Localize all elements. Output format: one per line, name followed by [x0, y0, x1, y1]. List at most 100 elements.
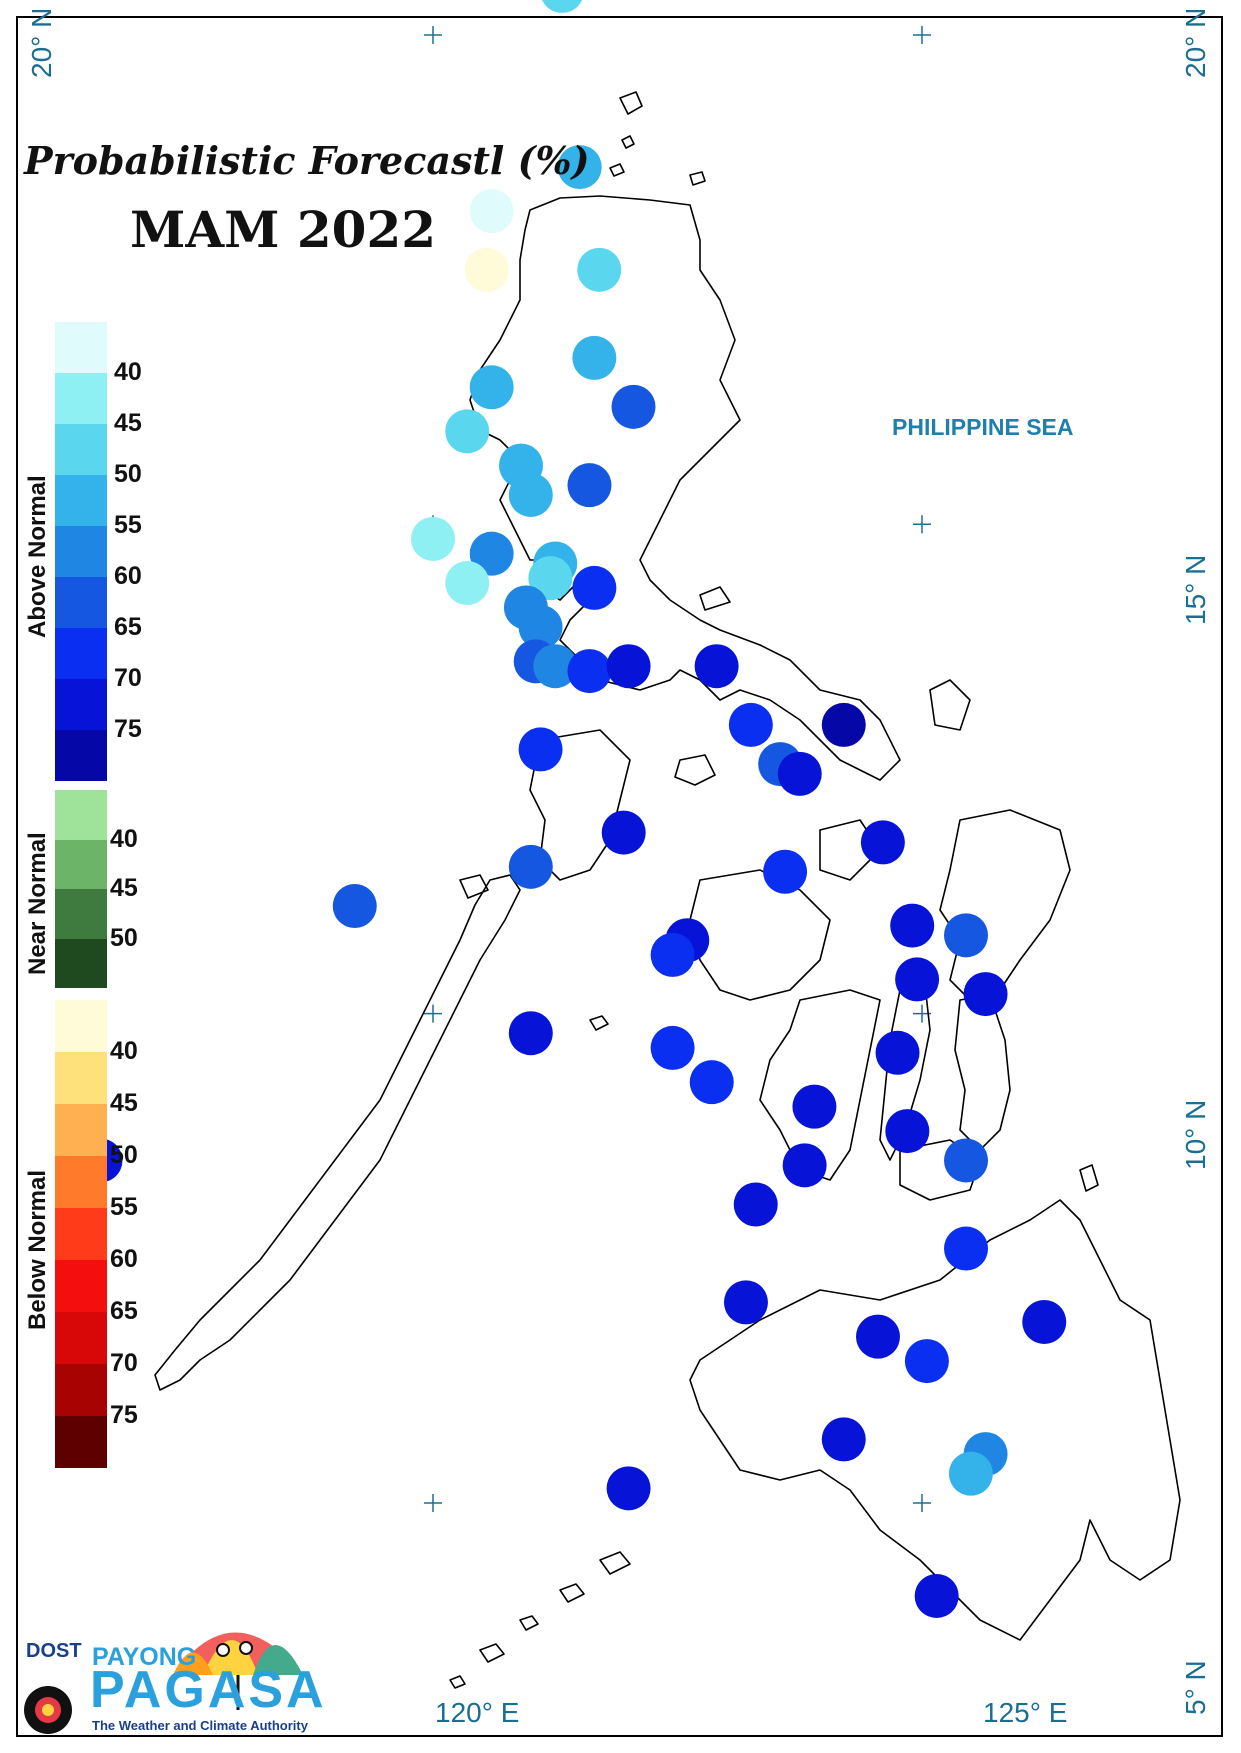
station-dot [792, 1084, 837, 1129]
station-dot [689, 1060, 734, 1105]
legend-swatch [55, 1364, 107, 1416]
station-dot [445, 409, 490, 454]
station-dot [733, 1182, 778, 1227]
station-dot [508, 844, 553, 889]
legend-tick: 50 [114, 460, 142, 488]
station-dot [650, 932, 695, 977]
legend-swatch [55, 679, 107, 730]
legend-swatch [55, 889, 107, 939]
graticule-cross [913, 515, 931, 534]
station-dot [508, 472, 553, 517]
lat-label-5n: 5° N [1180, 1660, 1211, 1715]
station-dot [528, 556, 573, 601]
lat-label-10n: 10° N [1180, 1099, 1211, 1170]
station-dot [533, 644, 578, 689]
station-dot [895, 957, 940, 1002]
logo-tagline: The Weather and Climate Authority [92, 1718, 308, 1733]
legend-tick: 45 [110, 874, 138, 902]
station-dot [885, 1109, 930, 1154]
station-dot [469, 531, 514, 576]
legend-tick: 70 [114, 664, 142, 692]
lat-label-top-right: 20° N [1180, 7, 1211, 78]
graticule-cross [424, 1494, 442, 1512]
logo-pagasa: PAGASA [90, 1661, 327, 1719]
legend-swatch [55, 628, 107, 679]
legend-swatch [55, 1208, 107, 1260]
station-dot [763, 849, 808, 894]
station-dot [944, 1138, 989, 1183]
legend-tick: 55 [110, 1193, 138, 1221]
pagasa-umbrella-logo [24, 1632, 303, 1734]
station-dot [860, 820, 905, 865]
station-dot [464, 247, 509, 292]
map-title: Probabilistic Forecastl (%) [24, 138, 590, 183]
legend-tick: 40 [110, 1037, 138, 1065]
legend-tick: 75 [114, 715, 142, 743]
legend-swatch [55, 839, 107, 889]
lat-label-15n: 15° N [1180, 554, 1211, 625]
station-dot [944, 1226, 989, 1271]
lat-label-top-left: 20° N [26, 7, 57, 78]
legend-swatch [55, 1052, 107, 1104]
legend-tick: 75 [110, 1401, 138, 1429]
legend-tick: 60 [110, 1245, 138, 1273]
station-dot [963, 972, 1008, 1017]
station-dot [469, 365, 514, 410]
station-dot [948, 1451, 993, 1496]
legend-tick: 70 [110, 1349, 138, 1377]
legend-near-label: Near Normal [24, 832, 51, 975]
graticule-cross [424, 25, 442, 44]
legend-tick: 65 [110, 1297, 138, 1325]
station-dot [782, 1143, 827, 1188]
season-title: MAM 2022 [130, 200, 437, 259]
lon-label-120e: 120° E [435, 1697, 520, 1728]
legend-swatch [55, 1104, 107, 1156]
lon-label-125e: 125° E [983, 1697, 1068, 1728]
legend-swatch [55, 322, 107, 373]
station-dot [518, 605, 563, 650]
station-dot [332, 883, 377, 928]
sea-label: PHILIPPINE SEA [892, 414, 1074, 440]
station-dot [508, 1011, 553, 1056]
logo-dost: DOST [26, 1640, 82, 1662]
legend-above-label: Above Normal [24, 475, 51, 638]
station-dot [904, 1339, 949, 1384]
legend-tick: 45 [114, 409, 142, 437]
station-dot [821, 1417, 866, 1462]
station-dot [914, 1573, 959, 1618]
legend-tick: 40 [110, 824, 138, 853]
station-dot [944, 913, 989, 958]
legend-tick: 40 [114, 358, 142, 386]
legend-below-label: Below Normal [24, 1169, 51, 1330]
station-dot [572, 565, 617, 610]
station-dot [469, 189, 514, 234]
legend-swatch [55, 1416, 107, 1468]
station-dot [606, 644, 651, 689]
station-dot [611, 384, 656, 429]
station-dot [821, 702, 866, 747]
station-dot [572, 335, 617, 380]
station-dot [855, 1314, 900, 1359]
legend-swatch [55, 424, 107, 475]
coastline [154, 91, 1181, 1689]
umbrella-icon [173, 1632, 303, 1710]
station-dot [557, 145, 602, 190]
legend-swatch [55, 526, 107, 577]
station-dot [601, 810, 646, 855]
legend-tick: 50 [110, 1141, 138, 1169]
station-dot [542, 0, 583, 13]
legend-swatch [55, 373, 107, 424]
legend-swatch [55, 938, 107, 988]
legend-tick: 65 [114, 613, 142, 641]
station-dot [890, 903, 935, 948]
station-dot [723, 1280, 768, 1325]
station-dot [577, 247, 622, 292]
legend-swatch [55, 1312, 107, 1364]
station-dot [606, 1466, 651, 1511]
station-dot [777, 751, 822, 796]
legend-swatch [55, 577, 107, 628]
station-dot [411, 516, 455, 561]
legend-swatch [55, 1000, 107, 1052]
map-frame [16, 16, 1223, 1737]
